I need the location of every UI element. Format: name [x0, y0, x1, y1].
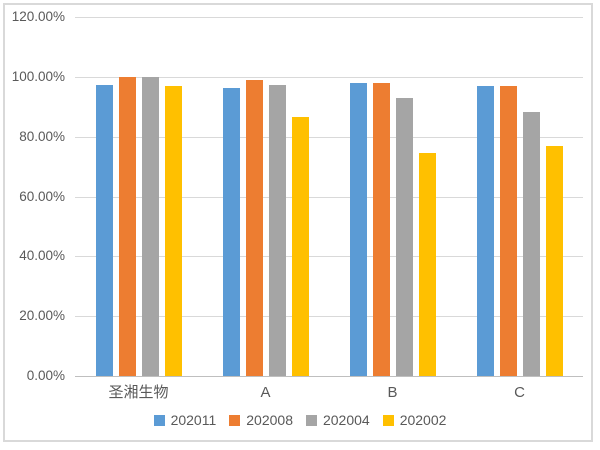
x-category-label: C — [514, 384, 525, 401]
bar-202008-4 — [500, 86, 517, 376]
gridline — [75, 17, 583, 18]
legend-swatch-icon — [305, 414, 317, 426]
bar-202004-3 — [396, 98, 413, 376]
bar-202011-4 — [477, 86, 494, 376]
y-tick-label: 60.00% — [19, 189, 65, 204]
gridline — [75, 256, 583, 257]
x-category-label: B — [387, 384, 398, 401]
bar-202008-3 — [373, 83, 390, 376]
gridline — [75, 77, 583, 78]
bar-202002-4 — [546, 146, 563, 376]
legend-swatch-icon — [153, 414, 165, 426]
gridline — [75, 197, 583, 198]
y-tick-label: 100.00% — [11, 69, 65, 84]
bar-202011-3 — [350, 83, 367, 376]
y-tick-label: 0.00% — [26, 368, 65, 383]
x-axis-line — [75, 376, 583, 377]
legend-label: 202008 — [246, 412, 293, 428]
bar-202011-1 — [96, 85, 113, 376]
gridline — [75, 137, 583, 138]
bar-202002-2 — [292, 117, 309, 376]
y-tick-label: 80.00% — [19, 129, 65, 144]
legend-label: 202002 — [399, 412, 447, 428]
legend-item-202008: 202008 — [229, 412, 293, 428]
legend-swatch-icon — [382, 414, 394, 426]
bar-202002-1 — [165, 86, 182, 376]
gridline — [75, 316, 583, 317]
x-category-label: 圣湘生物 — [108, 384, 169, 401]
legend-item-202002: 202002 — [382, 412, 447, 428]
y-tick-label: 120.00% — [11, 9, 65, 24]
legend-label: 202011 — [170, 412, 217, 428]
legend-swatch-icon — [229, 414, 241, 426]
x-category-label: A — [260, 384, 271, 401]
y-tick-label: 40.00% — [19, 248, 65, 263]
bar-202004-1 — [142, 77, 159, 376]
legend-item-202011: 202011 — [153, 412, 217, 428]
bar-202002-3 — [419, 153, 436, 376]
legend-label: 202004 — [322, 412, 370, 428]
bar-202008-1 — [119, 77, 136, 376]
bar-202004-2 — [269, 85, 286, 376]
legend-item-202004: 202004 — [305, 412, 370, 428]
legend: 202011 202008 202004 202002 — [0, 412, 600, 428]
bar-202008-2 — [246, 80, 263, 376]
bar-202004-4 — [523, 112, 540, 376]
bar-202011-2 — [223, 88, 240, 376]
y-tick-label: 20.00% — [19, 308, 65, 323]
